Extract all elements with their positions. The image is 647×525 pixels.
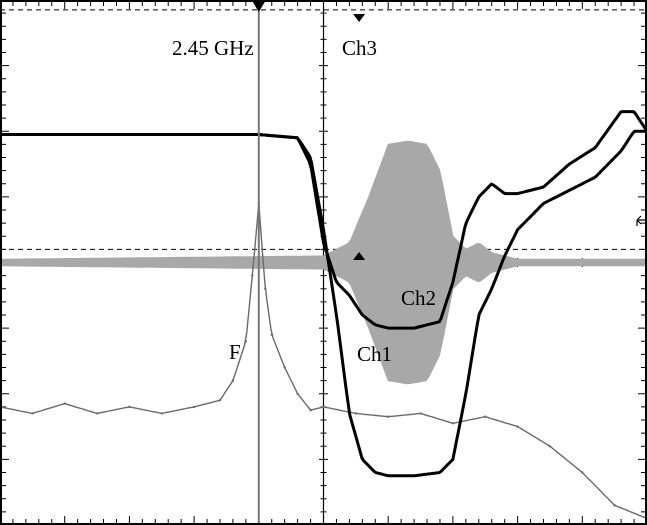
ch2-label: Ch2 — [401, 286, 436, 310]
series-f-point — [322, 405, 325, 409]
series-ch1-point — [322, 228, 325, 231]
series-f-point — [387, 415, 390, 418]
series-ch1-point — [438, 471, 442, 474]
series-ch2-point — [387, 326, 390, 330]
series-ch2-point — [490, 182, 493, 185]
series-ch1-point — [361, 458, 364, 461]
series-ch2-point — [438, 320, 442, 323]
series-f-point — [581, 471, 584, 474]
series-ch2-point — [568, 162, 571, 166]
series-ch2-point — [542, 185, 545, 189]
series-f-point — [218, 399, 222, 402]
trigger-marker-icon — [353, 14, 366, 22]
label-layer: 2.45 GHz Ch3 Ch2 Ch1 F — [172, 36, 436, 366]
series-ch2-point — [374, 323, 377, 326]
series-ch1-point — [516, 228, 519, 231]
series-f-point — [95, 412, 99, 415]
series-ch1-point — [477, 313, 480, 317]
series-ch2-point — [464, 221, 467, 225]
series-ch1-point — [309, 156, 312, 159]
cursor-top-marker-icon — [252, 2, 265, 12]
series-ch1-point — [335, 313, 338, 317]
series-ch2-point — [503, 192, 506, 195]
series-f-point — [270, 333, 273, 336]
series-f-point — [160, 412, 163, 415]
series-ch1-point — [387, 474, 390, 477]
series-f-point — [548, 445, 552, 448]
series-ch1-point — [503, 254, 506, 258]
series-ch1-point — [619, 149, 623, 153]
series-ch2-point — [516, 192, 519, 195]
series-ch2-point — [632, 110, 636, 113]
series-ch1-point — [632, 130, 636, 133]
series-ch2-point — [619, 110, 623, 113]
series-ch2-point — [348, 294, 351, 297]
series-ch1-point — [568, 189, 571, 192]
series-ch2-point — [451, 281, 455, 284]
series-ch1-point — [412, 474, 416, 477]
series-f-point — [296, 392, 299, 395]
frequency-label: 2.45 GHz — [172, 36, 254, 60]
series-ch1-point — [296, 136, 299, 139]
series-ch2-point — [412, 326, 416, 330]
trigger-bottom-marker-icon — [353, 252, 366, 260]
cursor-layer — [252, 0, 646, 525]
series-f-point — [613, 504, 616, 507]
series-ch1-point — [451, 458, 455, 461]
series-ch2-point — [361, 313, 364, 317]
series-f-point — [451, 422, 455, 425]
series-f-point — [231, 379, 235, 382]
series-f-point — [264, 287, 267, 290]
series-f-point — [128, 405, 131, 409]
series-ch1-point — [542, 202, 545, 205]
series-f-point — [244, 340, 248, 343]
series-f-point — [251, 274, 254, 277]
series-f-point — [419, 412, 422, 415]
series-f-point — [354, 412, 358, 415]
series-f-point — [192, 405, 196, 409]
series-ch2-point — [594, 146, 597, 149]
series-layer — [0, 110, 647, 520]
series-f-point — [484, 415, 487, 418]
series-ch1-point — [374, 471, 377, 474]
series-f-point — [516, 425, 519, 428]
series-f-point — [309, 409, 312, 412]
series-ch1-point — [128, 133, 131, 136]
series-ch2-point — [335, 281, 338, 284]
ch1-label: Ch1 — [357, 342, 392, 366]
series-ch1-point — [63, 133, 66, 136]
series-ch3-envelope — [0, 140, 647, 385]
series-ch2-point — [477, 195, 480, 199]
series-f-point — [283, 366, 286, 369]
ch3-label: Ch3 — [342, 36, 377, 60]
series-ch1-point — [348, 412, 351, 415]
series-f-point — [63, 402, 66, 405]
series-f-point — [31, 412, 34, 415]
ground-arrow-icon — [636, 215, 646, 226]
fft-label: F — [229, 340, 241, 364]
series-ch1-point — [594, 176, 597, 179]
series-ch1-point — [490, 287, 493, 290]
series-ch1-point — [192, 133, 196, 136]
series-ch1-point — [464, 392, 467, 395]
